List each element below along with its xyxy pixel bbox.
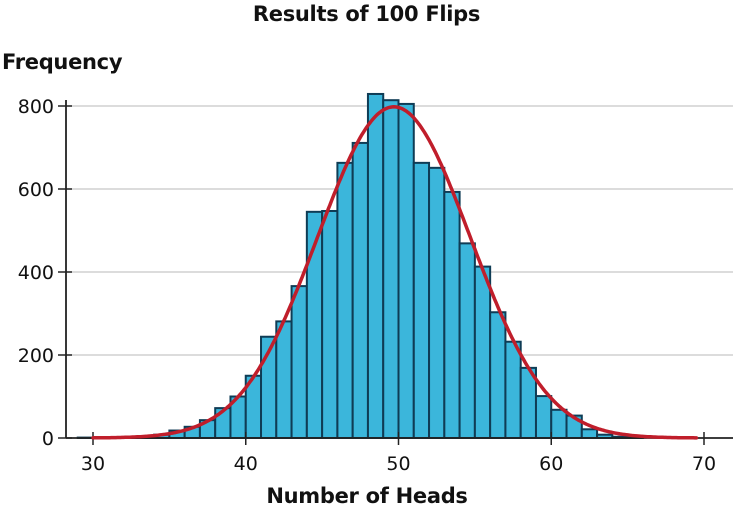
histogram-bar	[275, 320, 293, 440]
y-tick-label: 200	[18, 345, 54, 367]
axes	[58, 100, 733, 445]
x-tick-label: 60	[539, 453, 563, 475]
histogram-bar	[443, 190, 461, 439]
x-tick-label: 40	[234, 453, 258, 475]
histogram-bar	[534, 395, 553, 439]
histogram-bar	[336, 161, 354, 439]
histogram-bar	[351, 141, 369, 439]
y-tick-label: 600	[18, 179, 54, 201]
histogram-bar	[550, 408, 568, 439]
histogram-bar	[382, 99, 400, 439]
histogram-bar	[489, 311, 507, 440]
normal-curve	[91, 105, 699, 440]
histogram-bar	[397, 102, 415, 440]
histogram-bar	[366, 92, 385, 439]
x-tick-label: 50	[386, 453, 410, 475]
x-axis-label: Number of Heads	[0, 484, 733, 508]
histogram-bar	[580, 428, 599, 440]
histogram-bar	[290, 285, 308, 439]
histogram-bar	[504, 340, 522, 439]
chart-title: Results of 100 Flips	[252, 2, 481, 26]
tick-labels: 0 200 400 600 800 30 40 50 60 70	[18, 96, 716, 475]
histogram-bars	[76, 92, 644, 440]
y-tick-label: 0	[42, 428, 54, 450]
histogram-bar	[458, 242, 476, 439]
x-axis-label-text: Number of Heads	[266, 484, 468, 508]
histogram-bar	[473, 265, 492, 440]
x-tick-label: 70	[692, 453, 716, 475]
y-tick-label: 800	[18, 96, 54, 118]
y-axis-label: Frequency	[2, 50, 123, 74]
x-tick-label: 30	[81, 453, 105, 475]
y-tick-label: 400	[18, 262, 54, 284]
histogram-bar	[428, 166, 446, 440]
histogram-bar	[412, 161, 431, 439]
histogram-bar	[321, 209, 339, 439]
